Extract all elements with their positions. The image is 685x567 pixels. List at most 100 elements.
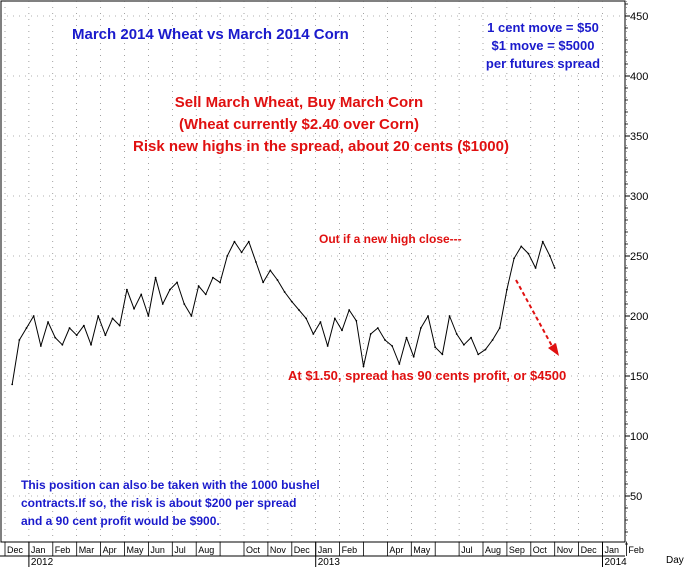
series-point <box>305 317 308 320</box>
series-point <box>190 315 193 317</box>
month-tick-label: Aug <box>198 545 214 555</box>
trade-note-line-3: Risk new highs in the spread, about 20 c… <box>133 138 509 155</box>
series-point <box>427 315 429 317</box>
month-tick-label: Apr <box>103 545 117 555</box>
month-tick-label: Oct <box>246 545 261 555</box>
move-note-line-2: $1 move = $5000 <box>492 38 595 53</box>
month-tick-label: Jan <box>318 545 333 555</box>
series-point <box>534 267 537 269</box>
series-point <box>362 365 365 368</box>
series-point <box>97 315 100 317</box>
month-tick-label: Jan <box>605 545 620 555</box>
month-tick-label: Dec <box>7 545 24 555</box>
series-point <box>491 339 494 341</box>
target-note: At $1.50, spread has 90 cents profit, or… <box>288 368 566 383</box>
series-point <box>161 303 164 305</box>
series-point <box>233 240 236 243</box>
series-point <box>441 353 444 356</box>
month-tick-label: Mar <box>79 545 95 555</box>
month-tick-label: Feb <box>628 545 644 555</box>
gridlines <box>1 1 627 542</box>
series-point <box>541 240 544 243</box>
y-tick-label: 150 <box>630 371 648 383</box>
month-tick-label: Oct <box>533 545 548 555</box>
series-point <box>104 334 107 337</box>
series-point <box>477 353 480 356</box>
series-point <box>498 327 501 329</box>
series-point <box>434 346 437 349</box>
month-tick-label: Sep <box>509 545 525 555</box>
series-point <box>462 343 465 346</box>
series-point <box>82 324 85 327</box>
series-point <box>355 319 358 322</box>
series-point <box>369 333 372 335</box>
month-tick-label: Feb <box>342 545 358 555</box>
series-point <box>204 293 207 296</box>
series-point <box>75 334 78 337</box>
series-point <box>212 276 214 279</box>
series-layer <box>11 240 556 386</box>
series-point <box>448 315 451 317</box>
trade-note-line-2: (Wheat currently $2.40 over Corn) <box>179 116 419 133</box>
month-tick-label: Aug <box>485 545 501 555</box>
series-point <box>11 383 14 386</box>
year-tick-label: 2013 <box>318 557 341 567</box>
x-axis: Dec Jan Feb Mar Apr May Jun Jul Aug Oct Nov Dec Jan F… <box>0 542 644 567</box>
move-note-line-1: 1 cent move = $50 <box>487 20 599 35</box>
series-point <box>283 291 286 293</box>
series-point <box>484 348 487 351</box>
series-point <box>398 363 401 365</box>
series-point <box>262 281 265 284</box>
series-point <box>118 324 121 327</box>
series-point <box>391 345 394 347</box>
month-tick-label: May <box>413 545 431 555</box>
series-point <box>39 345 42 347</box>
month-tick-label: Jun <box>150 545 165 555</box>
y-tick-label: 200 <box>630 311 648 323</box>
series-point <box>125 288 128 291</box>
series-point <box>513 257 515 260</box>
series-point <box>348 309 351 311</box>
exit-note: Out if a new high close--- <box>319 232 462 246</box>
series-point <box>290 300 293 303</box>
month-tick-label: Apr <box>389 545 403 555</box>
month-tick-label: Dec <box>294 545 311 555</box>
series-point <box>176 281 178 284</box>
series-point <box>169 288 171 291</box>
year-tick-label: 2014 <box>605 557 628 567</box>
series-point <box>47 321 49 323</box>
month-tick-label: May <box>127 545 145 555</box>
bushel-note-line-3: and a 90 cent profit would be $900. <box>21 514 220 528</box>
y-tick-label: 50 <box>630 491 642 503</box>
series-point <box>341 329 343 332</box>
series-point <box>276 279 279 281</box>
series-point <box>520 245 523 248</box>
month-tick-label: Jul <box>461 545 473 555</box>
series-point <box>326 345 329 347</box>
series-point <box>133 307 135 310</box>
x-unit-label: Day <box>666 555 684 566</box>
series-point <box>419 327 422 329</box>
series-point <box>147 315 150 317</box>
series-point <box>376 327 379 329</box>
series-point <box>255 261 257 263</box>
target-arrow-head <box>548 343 559 356</box>
y-tick-label: 300 <box>630 191 648 203</box>
series-point <box>553 267 556 269</box>
series-point <box>183 303 186 305</box>
y-tick-label: 100 <box>630 431 648 443</box>
y-tick-label: 250 <box>630 251 648 263</box>
series-point <box>140 293 143 296</box>
y-tick-label: 350 <box>630 131 648 143</box>
series-point <box>18 339 21 341</box>
year-tick-label: 2012 <box>31 557 54 567</box>
target-arrow-shaft <box>515 279 553 347</box>
trade-note-line-1: Sell March Wheat, Buy March Corn <box>175 94 423 111</box>
series-point <box>25 327 28 329</box>
series-point <box>269 269 272 272</box>
series-point <box>197 285 200 287</box>
bushel-note-line-2: contracts.If so, the risk is about $200 … <box>21 496 296 510</box>
series-point <box>226 255 229 257</box>
series-point <box>61 343 64 346</box>
series-point <box>527 252 530 255</box>
